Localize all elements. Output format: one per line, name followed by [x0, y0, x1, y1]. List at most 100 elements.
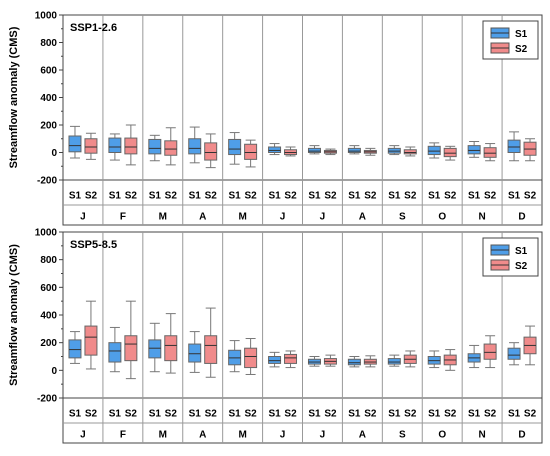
box-s2-8	[363, 355, 377, 368]
box-s2-3	[164, 127, 178, 166]
month-label: M	[159, 212, 167, 223]
panel-title: SSP1-2.6	[70, 22, 117, 34]
box-s1-2	[108, 326, 122, 373]
month-label: A	[199, 212, 206, 223]
month-label: S	[399, 430, 406, 441]
box-s2-9	[403, 146, 417, 157]
scenario-label: S1	[508, 191, 521, 202]
box-s1-11	[467, 344, 481, 369]
scenario-label: S2	[165, 409, 178, 420]
scenario-label: S2	[444, 191, 457, 202]
box-s1-11	[467, 141, 481, 158]
box-s1-6	[268, 143, 282, 156]
scenario-label: S1	[468, 191, 481, 202]
box-s2-11	[483, 143, 497, 162]
scenario-label: S2	[364, 191, 377, 202]
box-s1-1	[68, 331, 82, 364]
box-s2-5	[244, 338, 258, 375]
month-label: M	[238, 212, 246, 223]
box-body	[507, 347, 521, 360]
box-body	[427, 145, 441, 156]
month-label: J	[320, 430, 326, 441]
box-s2-3	[164, 313, 178, 374]
scenario-label: S2	[484, 191, 497, 202]
box-body	[204, 142, 218, 161]
box-s2-12	[523, 325, 537, 366]
box-body	[507, 139, 521, 153]
scenario-label: S2	[524, 191, 537, 202]
box-body	[284, 353, 298, 364]
scenario-label: S2	[364, 409, 377, 420]
box-s1-5	[228, 340, 242, 373]
scenario-label: S2	[284, 409, 297, 420]
box-s1-4	[188, 126, 202, 164]
box-body	[244, 347, 258, 369]
scenario-label: S2	[524, 409, 537, 420]
month-label: M	[159, 430, 167, 441]
y-tick-label: 200	[40, 121, 57, 132]
month-label: S	[399, 212, 406, 223]
month-label: O	[438, 430, 446, 441]
box-s2-1	[84, 132, 98, 160]
scenario-label: S2	[244, 191, 257, 202]
box-s1-8	[347, 356, 361, 368]
y-tick-label: 200	[40, 338, 57, 349]
box-body	[268, 146, 282, 153]
y-tick-label: 0	[51, 148, 57, 159]
y-tick-label: -200	[37, 176, 57, 187]
y-axis-label: Streamflow anomaly (CMS)	[8, 26, 20, 168]
scenario-label: S2	[404, 191, 417, 202]
scenario-label: S1	[308, 191, 321, 202]
box-s2-4	[204, 307, 218, 378]
scenario-label: S2	[244, 409, 257, 420]
y-tick-label: 800	[40, 255, 57, 266]
scenario-label: S2	[444, 409, 457, 420]
scenario-label: S2	[484, 409, 497, 420]
box-body	[164, 140, 178, 156]
scenario-label: S1	[229, 191, 242, 202]
box-body	[188, 343, 202, 363]
month-label: J	[280, 430, 286, 441]
box-body	[307, 147, 321, 153]
scenario-label: S2	[324, 191, 337, 202]
scenario-label: S2	[85, 191, 98, 202]
scenario-label: S1	[109, 191, 122, 202]
scenario-label: S1	[468, 409, 481, 420]
box-body	[483, 147, 497, 158]
box-body	[387, 358, 401, 365]
legend-label-s1: S1	[515, 29, 528, 40]
month-label: A	[359, 430, 366, 441]
scenario-label: S2	[85, 409, 98, 420]
scenario-label: S1	[268, 191, 281, 202]
y-tick-label: 1000	[35, 228, 58, 239]
box-s2-4	[204, 133, 218, 169]
legend-label-s2: S2	[515, 261, 528, 272]
box-s1-8	[347, 145, 361, 155]
box-s2-7	[323, 148, 337, 156]
month-label: J	[320, 212, 326, 223]
box-s1-5	[228, 132, 242, 165]
scenario-label: S1	[428, 191, 441, 202]
box-s1-10	[427, 350, 441, 369]
scenario-label: S2	[404, 409, 417, 420]
y-tick-label: 1000	[35, 11, 58, 22]
scenario-label: S1	[229, 409, 242, 420]
box-body	[403, 149, 417, 155]
scenario-label: S1	[268, 409, 281, 420]
box-body	[244, 143, 258, 160]
y-tick-label: 400	[40, 311, 57, 322]
box-s2-5	[244, 139, 258, 168]
scenario-label: S2	[324, 409, 337, 420]
box-s2-12	[523, 138, 537, 162]
panel-1: -200 0 200 400 600 800 1000 Streamflow anomaly …	[8, 11, 543, 226]
legend-label-s2: S2	[515, 44, 528, 55]
month-label: O	[438, 212, 446, 223]
y-axis-label: Streamflow anomaly (CMS)	[8, 244, 20, 386]
month-label: F	[120, 430, 126, 441]
box-s1-3	[148, 134, 162, 162]
box-body	[483, 343, 497, 360]
scenario-label: S1	[508, 409, 521, 420]
box-s2-6	[284, 350, 298, 369]
